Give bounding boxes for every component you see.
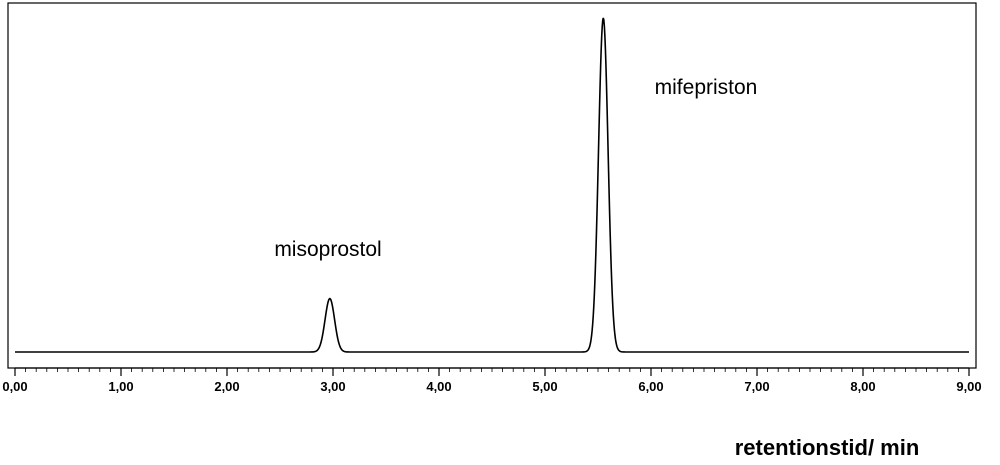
x-tick-label: 4,00 <box>426 379 451 394</box>
x-tick-label: 0,00 <box>2 379 27 394</box>
x-tick-label: 8,00 <box>850 379 875 394</box>
x-tick-label: 7,00 <box>744 379 769 394</box>
chromatogram-trace <box>15 17 969 353</box>
peak-label-misoprostol: misoprostol <box>274 238 381 261</box>
x-tick-label: 6,00 <box>638 379 663 394</box>
peak-label-mifepriston: mifepriston <box>655 76 758 99</box>
x-tick-label: 1,00 <box>108 379 133 394</box>
x-axis-ticks <box>14 368 970 376</box>
x-tick-label: 2,00 <box>214 379 239 394</box>
x-axis-tick-labels: 0,00 1,00 2,00 3,00 4,00 5,00 6,00 7,00 8,00 9,00 <box>2 379 981 394</box>
x-tick-label: 5,00 <box>532 379 557 394</box>
plot-frame <box>7 2 977 369</box>
x-axis-title: retentionstid/ min <box>735 435 920 460</box>
x-tick-label: 9,00 <box>956 379 981 394</box>
x-tick-label: 3,00 <box>320 379 345 394</box>
